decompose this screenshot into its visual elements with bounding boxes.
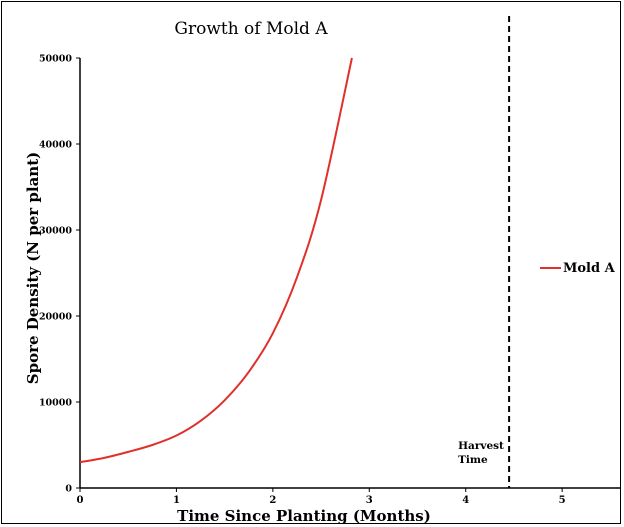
x-axis-label: Time Since Planting (Months) xyxy=(177,507,431,525)
y-tick-label: 30000 xyxy=(39,226,72,237)
series-line-mold-a xyxy=(79,57,353,464)
axes xyxy=(79,58,620,489)
x-tick-label: 2 xyxy=(269,495,276,506)
x-tick-label: 0 xyxy=(77,495,84,506)
y-tick-label: 20000 xyxy=(39,312,72,323)
harvest-time-label: Harvest xyxy=(458,440,504,452)
y-tick-label: 0 xyxy=(65,484,72,495)
y-tick-label: 10000 xyxy=(39,398,72,409)
legend-label-mold-a: Mold A xyxy=(563,261,616,276)
annotation-layer: Harvest Time xyxy=(458,16,511,488)
y-ticks: 0 10000 20000 30000 40000 50000 xyxy=(39,54,80,495)
legend: Mold A xyxy=(540,261,616,276)
harvest-time-label: Time xyxy=(458,454,488,466)
x-tick-label: 4 xyxy=(462,495,469,506)
x-tick-label: 1 xyxy=(173,495,180,506)
y-tick-label: 50000 xyxy=(39,54,72,65)
x-tick-label: 3 xyxy=(366,495,373,506)
y-axis-label: Spore Density (N per plant) xyxy=(24,152,42,385)
y-tick-label: 40000 xyxy=(39,140,72,151)
series-layer xyxy=(79,57,353,464)
x-tick-label: 5 xyxy=(559,495,566,506)
chart-title: Growth of Mold A xyxy=(174,19,328,39)
x-ticks: 0 1 2 3 4 5 xyxy=(77,488,566,506)
